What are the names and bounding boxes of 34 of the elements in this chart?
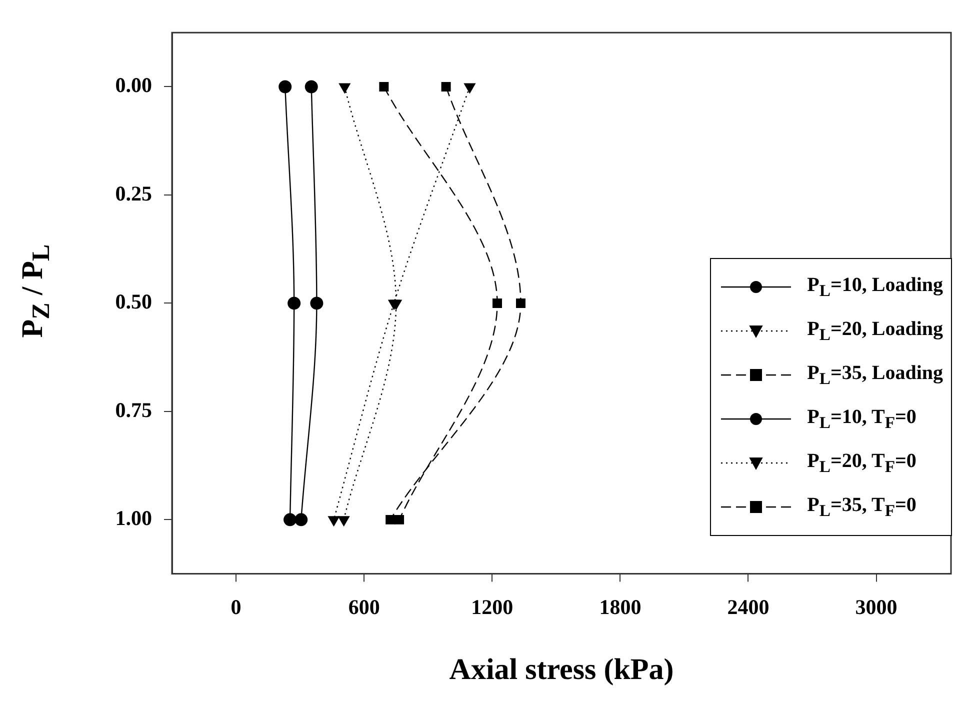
legend-label: P$_{L}$=20, T$_{F}$=0	[807, 450, 916, 476]
point	[441, 82, 451, 92]
x-tick-label: 0	[230, 594, 242, 619]
legend-label: P$_{L}$=20, Loading	[807, 318, 943, 344]
point	[394, 514, 404, 524]
point	[386, 514, 396, 524]
legend-label: P$_{L}$=10, T$_{F}$=0	[807, 406, 916, 432]
x-tick-label: 3000	[855, 594, 898, 619]
legend-label: P$_{L}$=10, Loading	[807, 274, 943, 300]
point	[310, 296, 324, 310]
point	[284, 513, 297, 526]
point	[464, 83, 476, 94]
x-tick-label: 1200	[471, 594, 514, 619]
legend-label: P$_{L}$=35, Loading	[807, 362, 943, 388]
x-tick-label: 600	[348, 594, 380, 619]
y-tick-label: 0.25	[115, 181, 152, 206]
y-tick-label: 0.50	[115, 290, 152, 314]
point	[338, 83, 350, 94]
point	[338, 516, 350, 526]
y-tick-label: 1.00	[115, 506, 152, 530]
x-tick-label: 2400	[727, 594, 770, 619]
point	[294, 513, 308, 526]
x-axis-title: Axial stress (kPa)	[449, 652, 674, 686]
y-tick-label: 0.00	[115, 73, 152, 98]
point	[288, 296, 301, 310]
y-tick-label: 0.75	[115, 398, 152, 422]
point	[379, 82, 389, 92]
point	[328, 516, 340, 526]
point	[278, 80, 292, 94]
point	[304, 80, 318, 94]
x-tick-label: 1800	[599, 594, 642, 619]
point	[492, 298, 502, 308]
legend-label: P$_{L}$=35, T$_{F}$=0	[807, 494, 916, 520]
point	[516, 298, 526, 308]
